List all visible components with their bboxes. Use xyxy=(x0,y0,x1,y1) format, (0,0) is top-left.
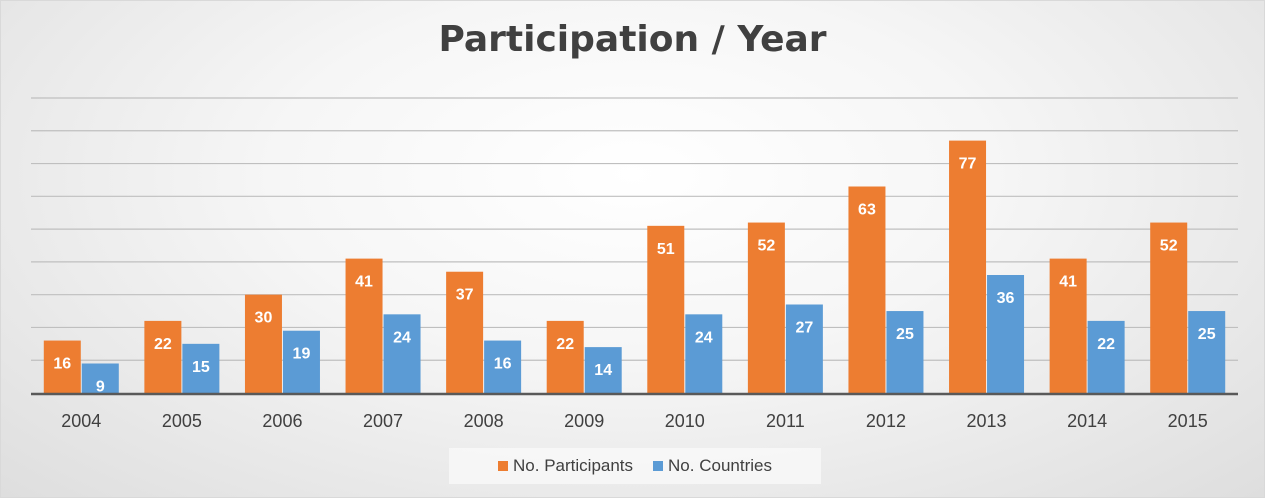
x-tick-label: 2007 xyxy=(363,411,403,431)
data-label: 27 xyxy=(795,320,813,337)
data-label: 16 xyxy=(53,356,71,373)
x-tick-label: 2006 xyxy=(262,411,302,431)
data-label: 25 xyxy=(1198,326,1216,343)
bar-countries-2007 xyxy=(383,314,421,393)
data-label: 36 xyxy=(997,290,1015,307)
bar-participants-2011 xyxy=(747,222,785,393)
data-label: 37 xyxy=(456,287,474,304)
legend: No. Participants No. Countries xyxy=(449,448,821,484)
bar-countries-2006 xyxy=(282,330,320,393)
data-label: 52 xyxy=(1160,238,1178,255)
data-label: 16 xyxy=(494,356,512,373)
x-tick-label: 2008 xyxy=(464,411,504,431)
data-label: 22 xyxy=(154,336,172,353)
bar-participants-2014 xyxy=(1049,258,1087,393)
bar-countries-2005 xyxy=(182,343,220,393)
data-label: 24 xyxy=(393,329,411,346)
bar-countries-2012 xyxy=(886,311,924,393)
bar-participants-2005 xyxy=(144,320,182,393)
data-label: 51 xyxy=(657,241,675,258)
bar-countries-2011 xyxy=(785,304,823,393)
legend-label-participants: No. Participants xyxy=(513,456,634,475)
data-label: 22 xyxy=(1097,336,1115,353)
data-label: 9 xyxy=(96,379,105,396)
chart-title: Participation / Year xyxy=(438,19,827,60)
bar-participants-2015 xyxy=(1150,222,1188,393)
data-label: 52 xyxy=(757,238,775,255)
bar-participants-2012 xyxy=(848,186,886,393)
bar-countries-2004 xyxy=(81,363,119,393)
bar-countries-2009 xyxy=(584,347,622,393)
bar-participants-2006 xyxy=(244,294,282,393)
data-label: 77 xyxy=(959,156,977,173)
data-label: 25 xyxy=(896,326,914,343)
x-tick-label: 2014 xyxy=(1067,411,1107,431)
bars xyxy=(43,140,1226,393)
data-label: 19 xyxy=(293,346,311,363)
legend-label-countries: No. Countries xyxy=(668,456,772,475)
bar-countries-2014 xyxy=(1087,320,1125,393)
x-tick-label: 2015 xyxy=(1168,411,1208,431)
bar-participants-2009 xyxy=(546,320,584,393)
legend-item-participants: No. Participants xyxy=(498,456,633,476)
data-label: 63 xyxy=(858,202,876,219)
data-label: 41 xyxy=(1059,274,1077,291)
bar-participants-2013 xyxy=(949,140,987,393)
bar-countries-2008 xyxy=(484,340,522,393)
data-label: 30 xyxy=(255,310,273,327)
legend-swatch-participants xyxy=(498,461,509,471)
x-axis: 2004 2005 2006 2007 2008 2009 2010 2011 2012 2013… xyxy=(31,392,1238,431)
x-tick-label: 2009 xyxy=(564,411,604,431)
bar-countries-2015 xyxy=(1188,311,1226,393)
bar-countries-2013 xyxy=(987,275,1025,393)
data-label: 22 xyxy=(556,336,574,353)
bar-participants-2007 xyxy=(345,258,383,393)
data-label: 14 xyxy=(594,362,612,379)
bar-participants-2008 xyxy=(446,271,484,393)
x-tick-label: 2004 xyxy=(61,411,101,431)
x-tick-label: 2010 xyxy=(665,411,705,431)
bar-participants-2004 xyxy=(43,340,81,393)
data-label: 15 xyxy=(192,359,210,376)
x-tick-label: 2012 xyxy=(866,411,906,431)
x-tick-label: 2013 xyxy=(967,411,1007,431)
data-label: 41 xyxy=(355,274,373,291)
x-tick-label: 2005 xyxy=(162,411,202,431)
gridlines xyxy=(31,97,1238,361)
bar-countries-2010 xyxy=(685,314,723,393)
bar-participants-2010 xyxy=(647,225,685,393)
data-label: 24 xyxy=(695,329,713,346)
data-labels: 16 9 22 15 30 19 41 24 37 16 22 14 51 24 52 27 63 25 77 36 4… xyxy=(53,156,1215,396)
legend-swatch-countries xyxy=(653,461,664,471)
legend-item-countries: No. Countries xyxy=(653,456,772,476)
x-tick-label: 2011 xyxy=(766,411,805,431)
